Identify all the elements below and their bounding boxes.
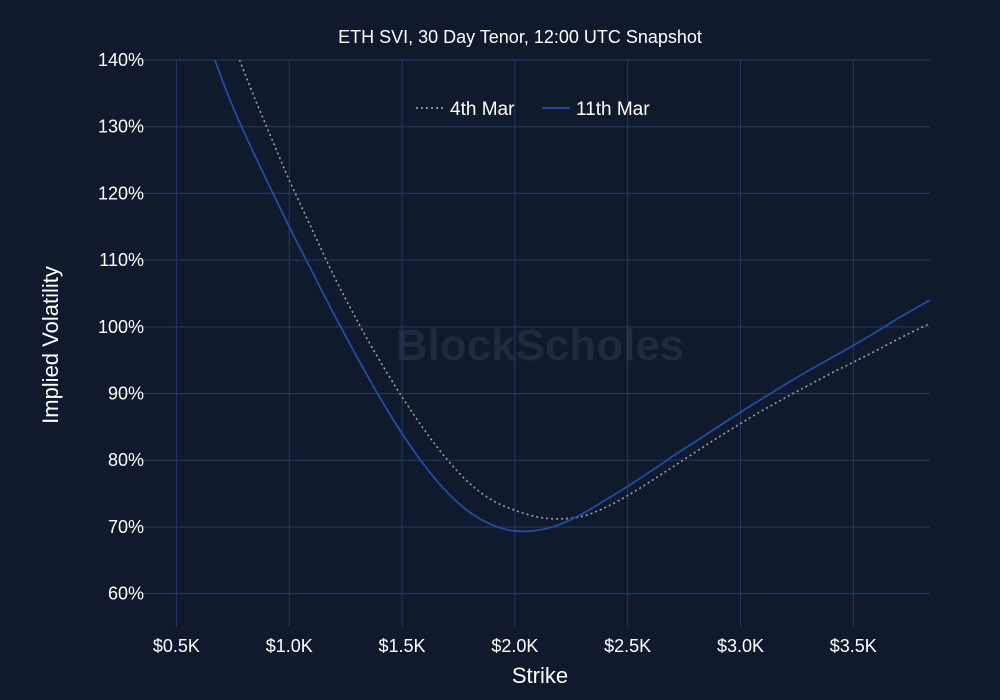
y-axis-ticks: 60% 70% 80% 90% 100% 110% 120% 130% 140%: [98, 50, 144, 604]
x-tick-label: $1.5K: [379, 636, 426, 656]
series-lines: [214, 60, 930, 533]
x-tick-label: $2.5K: [604, 636, 651, 656]
y-tick-label: 60%: [108, 584, 144, 604]
x-tick-label: $1.0K: [266, 636, 313, 656]
series-line-2: [214, 60, 930, 533]
y-tick-label: 80%: [108, 450, 144, 470]
y-tick-label: 110%: [99, 250, 144, 270]
grid: [120, 59, 930, 627]
y-tick-label: 120%: [98, 183, 144, 203]
x-tick-label: $0.5K: [153, 636, 200, 656]
x-axis-title: Strike: [512, 663, 568, 688]
chart-title: ETH SVI, 30 Day Tenor, 12:00 UTC Snapsho…: [338, 27, 702, 47]
watermark-logo: BlockScholes: [396, 321, 685, 370]
legend-label: 4th Mar: [450, 99, 515, 120]
legend[interactable]: 4th Mar 11th Mar: [416, 99, 650, 120]
y-tick-label: 100%: [98, 317, 144, 337]
y-tick-label: 70%: [108, 517, 144, 537]
x-tick-label: $3.5K: [830, 636, 877, 656]
legend-item-1[interactable]: 4th Mar: [416, 99, 515, 120]
x-tick-label: $2.0K: [491, 636, 538, 656]
series-line-1: [238, 60, 930, 520]
y-tick-label: 130%: [98, 117, 144, 137]
y-tick-label: 90%: [108, 384, 144, 404]
legend-label: 11th Mar: [576, 99, 650, 120]
y-tick-label: 140%: [98, 50, 144, 70]
x-tick-label: $3.0K: [717, 636, 764, 656]
y-axis-title: Implied Volatility: [38, 266, 63, 424]
x-axis-ticks: $0.5K $1.0K $1.5K $2.0K $2.5K $3.0K $3.5K: [153, 636, 877, 656]
legend-item-2[interactable]: 11th Mar: [542, 99, 650, 120]
